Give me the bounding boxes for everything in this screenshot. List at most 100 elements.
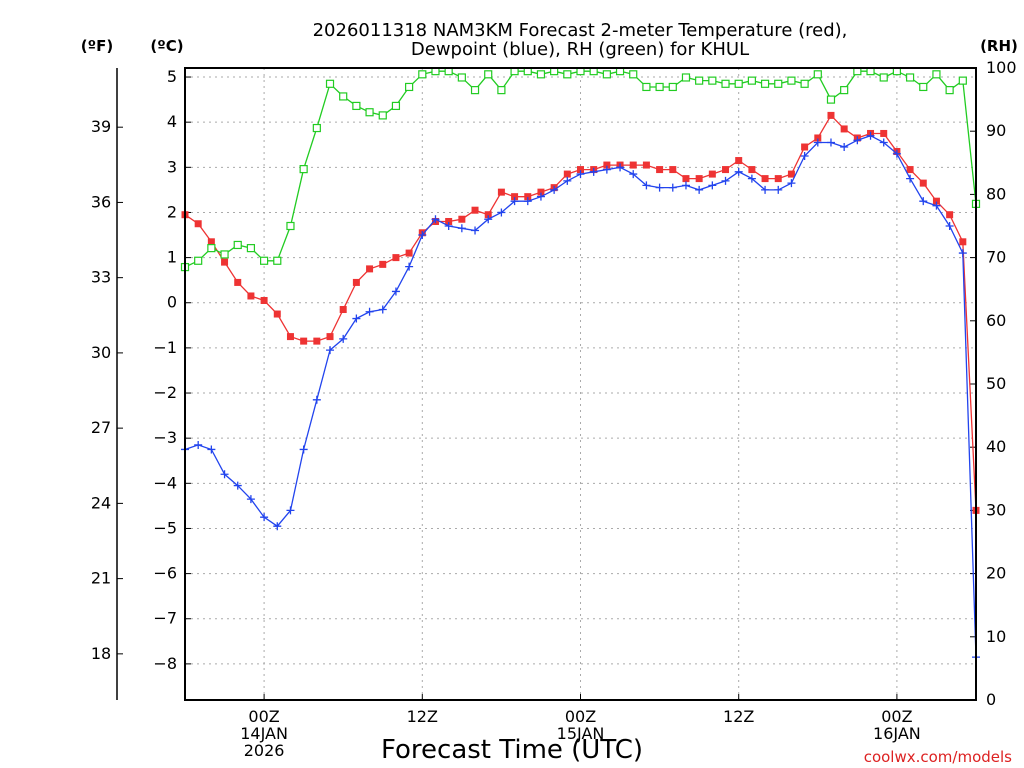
dewpoint-point (589, 167, 598, 176)
dewpoint-point (906, 174, 915, 183)
x-axis-label: Forecast Time (UTC) (381, 735, 643, 765)
dewpoint-point (391, 287, 400, 296)
temperature-point (221, 258, 229, 266)
time-tick-label: 15JAN (557, 724, 605, 743)
temperature-point (735, 157, 743, 165)
temperature-point (801, 143, 809, 151)
temperature-point (642, 161, 650, 169)
dewpoint-point (602, 165, 611, 174)
dewpoint-point (536, 192, 545, 201)
relative-humidity-point (233, 240, 242, 250)
temperature-point (300, 337, 308, 345)
dewpoint-point (431, 215, 440, 224)
temperature-point (484, 211, 492, 219)
celsius-tick-label: −4 (153, 473, 177, 492)
relative-humidity-point (681, 73, 691, 82)
fahrenheit-tick-label: 33 (91, 268, 111, 287)
rh-tick-label: 100 (986, 58, 1017, 77)
credit-label: coolwx.com/models (864, 748, 1012, 766)
relative-humidity-point (721, 79, 730, 88)
fahrenheit-tick-label: 24 (91, 493, 111, 512)
dewpoint-point (932, 201, 941, 210)
celsius-tick-label: 3 (167, 157, 177, 176)
celsius-axis: −8 −7 −6 −5 −4 −3 −2 −1 0 1 2 3 4 5 (153, 67, 191, 673)
relative-humidity-point (563, 70, 572, 79)
dewpoint-point (826, 138, 835, 147)
dewpoint-point (879, 138, 888, 147)
relative-humidity-point (734, 79, 743, 88)
temperature-point (234, 278, 242, 286)
dewpoint-point (642, 181, 651, 190)
relative-humidity-point (536, 70, 546, 79)
dewpoint-point (207, 445, 216, 454)
temperature-point (761, 175, 769, 183)
relative-humidity-point (299, 165, 308, 174)
dewpoint-point (866, 131, 875, 140)
temperature-point (471, 206, 479, 214)
dewpoint-point (260, 513, 269, 522)
dewpoint-point (734, 167, 743, 176)
fahrenheit-tick-label: 21 (91, 569, 111, 588)
relative-humidity-point (958, 76, 967, 85)
relative-humidity-point (787, 76, 796, 85)
temperature-point (656, 166, 664, 174)
fahrenheit-tick-label: 36 (91, 192, 111, 211)
temperature-point (497, 188, 505, 196)
dewpoint-point (246, 495, 255, 504)
relative-humidity-point (405, 82, 414, 92)
relative-humidity-point (378, 111, 387, 120)
dewpoint-point (629, 170, 638, 179)
dewpoint-point (352, 314, 361, 323)
grid (185, 68, 976, 700)
relative-humidity-point (800, 79, 809, 88)
temperature-point (629, 161, 637, 169)
dewpoint-point (840, 143, 849, 151)
rh-axis: 0 10 20 30 40 50 60 70 80 90 100 (970, 58, 1017, 709)
time-tick-label: 12Z (723, 707, 754, 726)
dewpoint-point (233, 481, 242, 490)
relative-humidity-point (602, 70, 611, 79)
dewpoint-point (220, 470, 229, 479)
rh-tick-label: 20 (986, 564, 1006, 583)
temperature-point (524, 193, 532, 201)
time-tick-label: 2026 (244, 741, 285, 760)
relative-humidity-point (905, 73, 915, 82)
relative-humidity-point (945, 86, 954, 95)
dewpoint-point (471, 226, 480, 235)
relative-humidity-point (747, 76, 756, 85)
time-tick-label: 16JAN (873, 724, 921, 743)
celsius-tick-label: 5 (167, 67, 177, 86)
relative-humidity-point (826, 95, 836, 104)
temperature-point (339, 306, 347, 314)
time-tick-label: 00Z (565, 707, 596, 726)
celsius-tick-label: 0 (167, 293, 177, 312)
dewpoint-point (668, 183, 677, 192)
fahrenheit-tick-label: 39 (91, 117, 111, 136)
relative-humidity-point (642, 82, 651, 92)
fahrenheit-axis: 18 21 24 27 30 33 36 39 (91, 117, 123, 663)
relative-humidity-point (220, 250, 229, 259)
dewpoint-point (444, 222, 453, 230)
temperature-point (273, 310, 281, 318)
dewpoint-point (774, 185, 783, 194)
rh-tick-label: 90 (986, 121, 1006, 140)
celsius-tick-label: −3 (153, 428, 177, 447)
temperature-point (537, 188, 545, 196)
temperature-point (313, 337, 321, 345)
dewpoint-point (681, 181, 690, 190)
chart-title-line2: Dewpoint (blue), RH (green) for KHUL (411, 39, 749, 60)
dewpoint-point (339, 334, 348, 343)
temperature-point (260, 296, 268, 304)
relative-humidity-point (497, 86, 506, 95)
relative-humidity-point (194, 256, 203, 265)
dewpoint-point (405, 262, 414, 271)
temperature-point (695, 175, 703, 183)
fahrenheit-tick-label: 27 (91, 418, 111, 437)
temperature-point (577, 166, 584, 174)
relative-humidity-point (418, 70, 427, 79)
relative-humidity-point (207, 244, 216, 253)
fahrenheit-unit-label: (ºF) (81, 37, 113, 55)
temperature-point (392, 254, 400, 262)
dewpoint-point (747, 174, 756, 183)
dewpoint-point (800, 152, 809, 161)
